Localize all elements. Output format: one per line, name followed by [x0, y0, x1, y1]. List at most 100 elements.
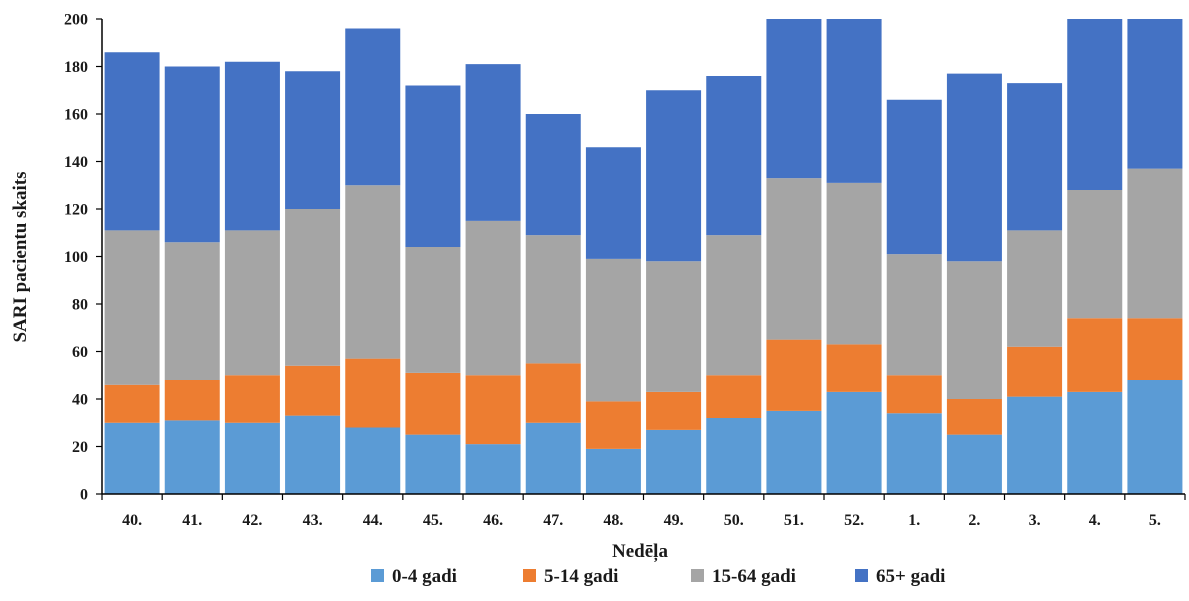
bar-segment-2-3	[224, 375, 280, 423]
bar-segment-4-14	[886, 99, 942, 255]
x-tick-label: 50.	[724, 512, 744, 529]
legend: 0-4 gadi 5-14 gadi 15-64 gadi 65+ gadi	[371, 566, 945, 587]
bar-segment-2-7	[465, 375, 521, 445]
bar-segment-1-7	[465, 444, 521, 495]
x-tick-label: 46.	[483, 512, 503, 529]
bar-segment-4-4	[285, 71, 341, 209]
y-tick-label: 100	[64, 249, 88, 266]
y-tick-label: 140	[64, 154, 88, 171]
y-tick-label: 200	[64, 12, 88, 29]
y-tick-label: 120	[64, 202, 88, 219]
bar-segment-2-10	[646, 391, 702, 430]
x-tick-label: 51.	[784, 512, 804, 529]
bar-segment-4-18	[1127, 19, 1183, 169]
bar-segment-2-18	[1127, 318, 1183, 380]
bar-segment-2-11	[706, 375, 762, 418]
bar-segment-1-15	[946, 434, 1002, 495]
bar-segment-3-18	[1127, 168, 1183, 319]
bar-segment-1-16	[1007, 396, 1063, 495]
bar-segment-4-15	[946, 73, 1002, 262]
bar-segment-2-1	[104, 384, 160, 423]
x-tick-label: 1.	[908, 512, 920, 529]
bar-segment-4-12	[766, 19, 822, 179]
x-tick-label: 42.	[242, 512, 262, 529]
y-tick-label: 80	[72, 297, 88, 314]
bar-segment-2-16	[1007, 346, 1063, 397]
bar-segment-2-14	[886, 375, 942, 414]
bar-segment-1-3	[224, 422, 280, 494]
bar-segment-1-9	[585, 448, 641, 495]
bar-segment-4-3	[224, 61, 280, 231]
bar-segment-1-10	[646, 429, 702, 495]
bar-segment-3-15	[946, 261, 1002, 399]
bar-segment-4-6	[405, 85, 461, 247]
bar-segment-4-10	[646, 90, 702, 262]
bar-segment-4-7	[465, 64, 521, 221]
bar-segment-3-13	[826, 182, 882, 345]
bar-segment-2-15	[946, 399, 1002, 435]
bar-segment-1-8	[525, 422, 581, 494]
bar-segment-4-8	[525, 114, 581, 236]
bar-segment-3-8	[525, 235, 581, 364]
bar-segment-2-2	[164, 380, 220, 421]
y-tick-label: 20	[72, 439, 88, 456]
x-tick-label: 3.	[1029, 512, 1041, 529]
bar-segment-1-14	[886, 413, 942, 494]
x-tick-label: 4.	[1089, 512, 1101, 529]
y-axis-title: SARI pacientu skaits	[10, 171, 31, 342]
bar-segment-3-2	[164, 242, 220, 380]
x-tick-label: 40.	[122, 512, 142, 529]
x-tick-label: 52.	[844, 512, 864, 529]
bar-segment-3-16	[1007, 230, 1063, 347]
bar-segment-1-17	[1067, 391, 1123, 495]
bar-segment-1-13	[826, 391, 882, 495]
bar-segment-2-4	[285, 365, 341, 416]
bar-segment-3-4	[285, 209, 341, 366]
bar-segment-1-12	[766, 410, 822, 495]
ticks-layer: 0 20 40 60 80 100 120 140 160 180 200 40. 41. 42. 43. 4…	[64, 12, 1186, 529]
bar-segment-4-5	[345, 28, 401, 186]
y-tick-label: 0	[80, 487, 88, 504]
bar-segment-1-6	[405, 434, 461, 495]
bar-segment-3-10	[646, 261, 702, 392]
y-tick-label: 160	[64, 107, 88, 124]
x-tick-label: 45.	[423, 512, 443, 529]
bar-segment-1-4	[285, 415, 341, 495]
bar-segment-3-11	[706, 235, 762, 376]
bar-segment-3-7	[465, 220, 521, 376]
bar-segment-3-1	[104, 230, 160, 385]
x-tick-label: 47.	[543, 512, 563, 529]
bar-segment-3-17	[1067, 190, 1123, 319]
x-tick-label: 43.	[303, 512, 323, 529]
bar-segment-3-14	[886, 254, 942, 376]
bar-segment-3-12	[766, 178, 822, 340]
bar-segment-1-2	[164, 420, 220, 495]
bar-segment-2-13	[826, 344, 882, 392]
x-tick-label: 5.	[1149, 512, 1161, 529]
x-tick-label: 44.	[363, 512, 383, 529]
bar-segment-2-5	[345, 358, 401, 428]
y-tick-label: 180	[64, 59, 88, 76]
bar-segment-3-3	[224, 230, 280, 376]
bar-segment-4-9	[585, 147, 641, 259]
bar-segment-4-17	[1067, 19, 1123, 190]
bar-segment-4-16	[1007, 83, 1063, 231]
legend-label: 15-64 gadi	[712, 566, 796, 587]
y-tick-label: 40	[72, 392, 88, 409]
bar-segment-2-6	[405, 372, 461, 435]
legend-label: 0-4 gadi	[392, 566, 457, 587]
legend-swatch	[855, 569, 868, 582]
bar-segment-2-12	[766, 339, 822, 411]
bar-segment-1-5	[345, 427, 401, 494]
bar-segment-1-1	[104, 422, 160, 494]
y-tick-label: 60	[72, 344, 88, 361]
x-tick-label: 48.	[603, 512, 623, 529]
bar-segment-1-11	[706, 418, 762, 494]
bar-segment-2-9	[585, 401, 641, 449]
x-axis-title: Nedēļa	[612, 541, 668, 562]
bar-segment-4-2	[164, 66, 220, 243]
x-tick-label: 49.	[664, 512, 684, 529]
bar-segment-4-11	[706, 76, 762, 236]
